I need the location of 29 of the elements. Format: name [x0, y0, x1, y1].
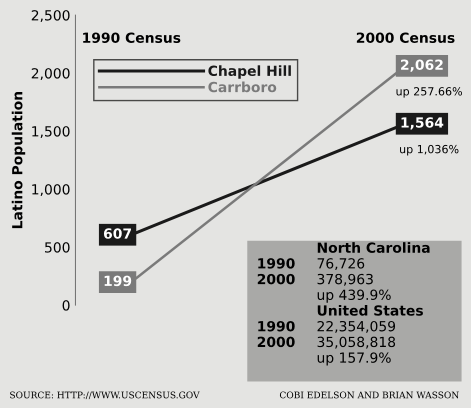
text: 2000	[258, 336, 295, 348]
y-tick-label: 0	[62, 300, 70, 311]
annotation: up 257.66%	[396, 87, 462, 98]
text: 35,058,818	[318, 336, 396, 349]
y-tick-label: 1,000	[32, 184, 70, 196]
y-tick-label: 500	[45, 242, 70, 253]
y-axis-title: Latino Population	[12, 92, 26, 228]
text: COBI EDELSON AND BRIAN WASSON	[280, 392, 459, 398]
y-tick-label: 2,500	[32, 10, 70, 22]
x-tick-label: 2000 Census	[356, 32, 455, 43]
y-tick-label: 1,500	[32, 126, 70, 138]
annotation: North Carolina	[318, 242, 430, 253]
text: Carrboro	[208, 82, 276, 92]
text: Chapel Hill	[208, 65, 291, 79]
text: 1990	[258, 320, 295, 332]
annotation: 76,726	[318, 258, 364, 270]
annotation: up 1,036%	[400, 144, 458, 156]
source-note: SOURCE: HTTP://WWW.USCENSUS.GOV	[10, 392, 200, 400]
data-label: 2,062	[401, 59, 443, 72]
x-tick-label: 1990 Census	[83, 32, 180, 43]
data-label: 1,564	[402, 117, 444, 130]
annotation: up 439.9%	[318, 290, 391, 303]
y-tick-label: 2,000	[32, 68, 70, 80]
annotation: 378,963	[318, 274, 373, 286]
text: up 157.9%	[318, 352, 391, 366]
annotation: United States	[318, 304, 423, 316]
annotation: 1990	[258, 258, 295, 269]
text: 22,354,059	[318, 320, 396, 333]
annotation: 2000	[258, 274, 295, 284]
